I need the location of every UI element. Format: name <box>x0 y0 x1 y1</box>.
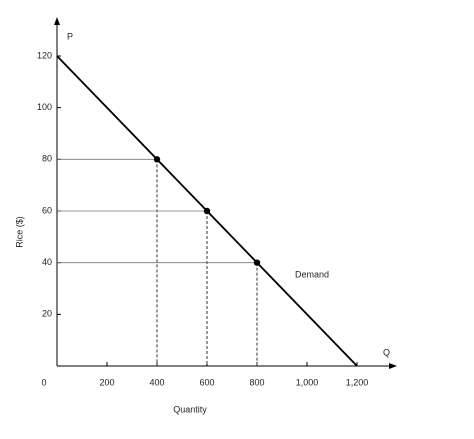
y-axis-label: Rice ($) <box>14 216 24 248</box>
x-tick-label: 400 <box>149 377 164 387</box>
x-tick-label: 1,200 <box>346 377 369 387</box>
y-axis-arrow <box>54 17 60 25</box>
point <box>153 156 161 163</box>
y-tick-label: 40 <box>42 257 52 267</box>
y-tick-label: 80 <box>42 154 52 164</box>
point <box>253 259 261 266</box>
y-tick-label: 100 <box>37 102 52 112</box>
x-tick-label: 200 <box>99 377 114 387</box>
x-axis-arrow <box>389 363 397 369</box>
y-tick-label: 20 <box>42 309 52 319</box>
x-tick-label: 1,000 <box>296 377 319 387</box>
x-tick-label: 800 <box>249 377 264 387</box>
series-label: Demand <box>295 269 329 279</box>
x-axis-label: Quantity <box>173 404 207 414</box>
x-tick-label: 600 <box>199 377 214 387</box>
x-symbol: Q <box>383 347 390 357</box>
y-tick-label: 60 <box>42 205 52 215</box>
point <box>203 207 211 215</box>
y-symbol: P <box>67 31 73 41</box>
x-tick-label: 0 <box>41 377 46 387</box>
y-tick-label: 120 <box>37 50 52 60</box>
